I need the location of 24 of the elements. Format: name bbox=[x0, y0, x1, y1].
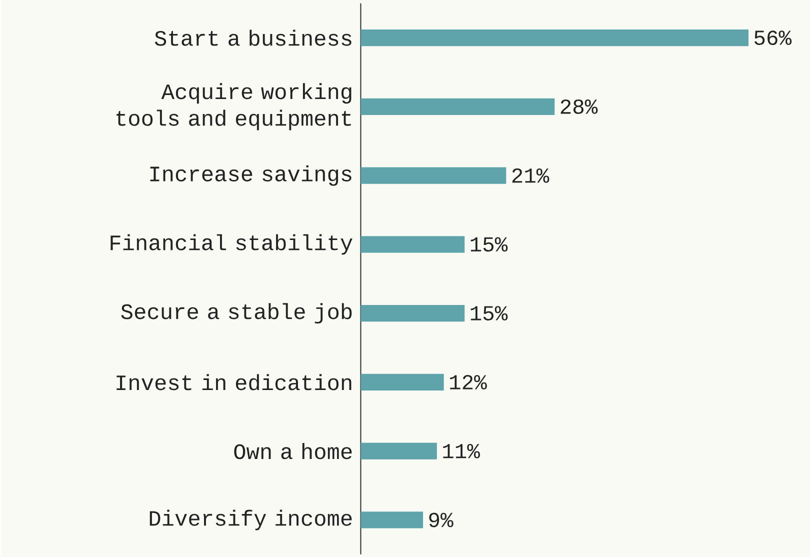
y-tick-label: Start a business bbox=[154, 30, 352, 46]
data-label: 15% bbox=[470, 237, 508, 252]
data-label: 15% bbox=[470, 306, 508, 320]
y-tick-label: Secure a stable job bbox=[121, 303, 352, 324]
y-tick-label: Financial stability bbox=[110, 234, 352, 255]
bar bbox=[360, 236, 465, 253]
bar bbox=[360, 374, 444, 390]
bar bbox=[360, 167, 506, 184]
bar bbox=[360, 304, 465, 322]
y-tick-label: Diversify income bbox=[150, 510, 352, 530]
y-tick-label: Own a home bbox=[234, 443, 352, 460]
bar bbox=[360, 512, 424, 528]
data-label: 21% bbox=[512, 168, 550, 183]
data-label: 9% bbox=[429, 512, 454, 528]
bar bbox=[360, 98, 555, 115]
y-tick-label: Acquire working tools and equipment bbox=[116, 83, 352, 130]
bar bbox=[360, 29, 748, 46]
y-tick-label: Invest in edication bbox=[116, 374, 352, 390]
data-label: 56% bbox=[754, 30, 792, 45]
data-label: 28% bbox=[560, 99, 598, 114]
y-tick-label: Increase savings bbox=[150, 165, 352, 186]
data-label: 11% bbox=[443, 444, 480, 458]
data-label: 12% bbox=[450, 375, 487, 390]
bar bbox=[360, 442, 437, 460]
